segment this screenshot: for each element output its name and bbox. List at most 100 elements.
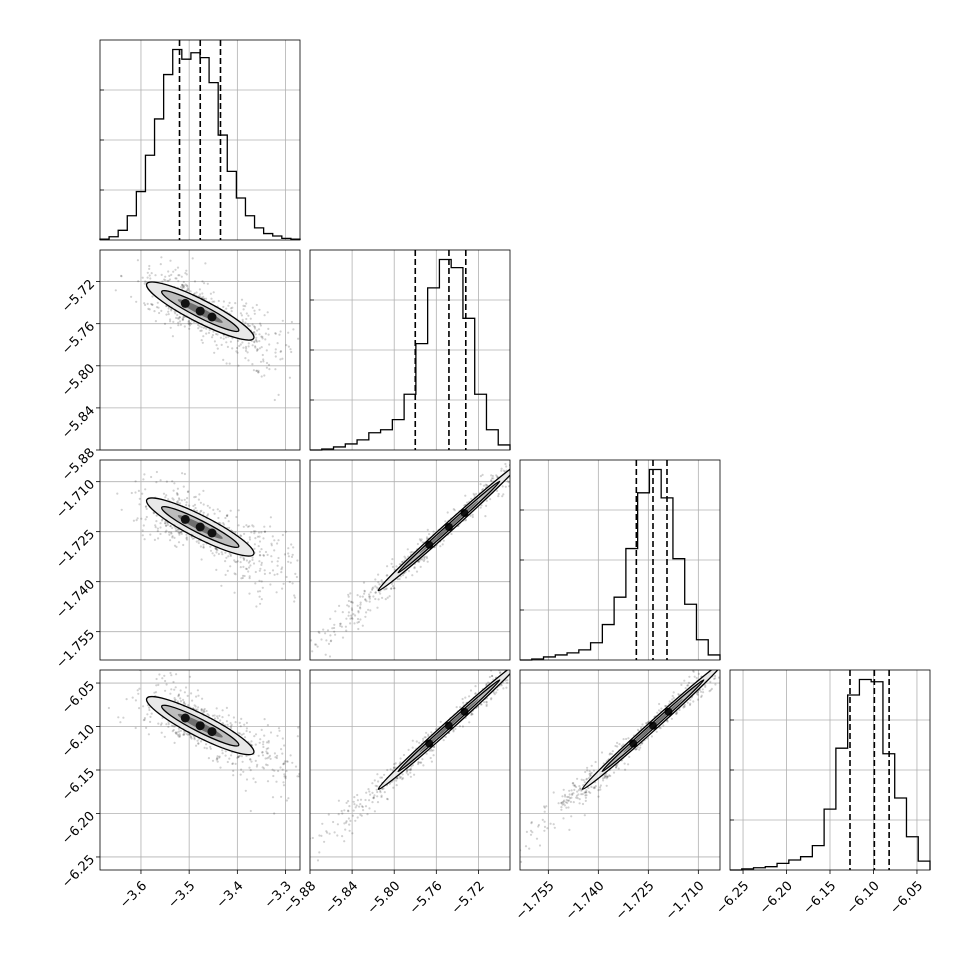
scatter-point	[778, 612, 780, 614]
scatter-point	[641, 345, 643, 347]
scatter-point	[583, 781, 586, 784]
scatter-point	[502, 493, 505, 496]
scatter-point	[289, 754, 292, 757]
scatter-point	[219, 719, 222, 722]
scatter-point	[250, 760, 253, 763]
scatter-point	[239, 556, 242, 559]
scatter-point	[570, 422, 572, 424]
scatter-point	[277, 769, 280, 773]
scatter-point	[172, 270, 175, 273]
scatter-point	[540, 447, 542, 449]
scatter-point	[257, 545, 260, 548]
scatter-point	[571, 793, 574, 797]
scatter-point	[616, 745, 619, 748]
scatter-point	[273, 573, 276, 576]
scatter-point	[198, 493, 201, 496]
scatter-point	[479, 703, 482, 706]
scatter-point	[515, 664, 517, 666]
scatter-point	[125, 698, 128, 701]
scatter-point	[263, 718, 266, 721]
scatter-point	[262, 554, 265, 557]
scatter-point	[506, 480, 509, 483]
scatter-point	[725, 664, 727, 666]
scatter-point	[359, 813, 362, 816]
scatter-point	[135, 300, 138, 303]
scatter-point	[530, 454, 532, 456]
scatter-point	[717, 667, 719, 669]
scatter-point	[264, 757, 267, 760]
scatter-point	[164, 275, 167, 278]
scatter-point	[182, 315, 185, 318]
scatter-point	[242, 732, 245, 736]
scatter-point	[246, 541, 249, 544]
scatter-point	[171, 730, 174, 733]
histogram-panel-1	[309, 249, 511, 451]
density-core	[180, 298, 190, 308]
scatter-point	[709, 680, 712, 684]
scatter-point	[205, 327, 208, 330]
scatter-point	[226, 760, 229, 764]
scatter-point	[713, 677, 716, 681]
scatter-point	[411, 574, 414, 577]
scatter-point	[210, 297, 213, 300]
scatter-point	[670, 308, 672, 310]
scatter-point	[200, 708, 203, 711]
scatter-point	[589, 364, 591, 366]
scatter-point	[616, 375, 618, 377]
scatter-point	[754, 635, 756, 637]
scatter-point	[469, 689, 473, 692]
scatter-point	[469, 514, 472, 517]
scatter-point	[474, 692, 477, 695]
scatter-point	[285, 344, 288, 347]
scatter-point	[160, 309, 163, 312]
scatter-point	[154, 274, 157, 277]
scatter-point	[471, 515, 474, 519]
scatter-point	[287, 552, 290, 555]
scatter-point	[338, 770, 340, 772]
scatter-point	[535, 452, 537, 454]
scatter-point	[252, 777, 255, 780]
scatter-point	[700, 694, 703, 697]
scatter-point	[597, 795, 600, 798]
scatter-point	[182, 318, 185, 321]
scatter-point	[137, 280, 140, 283]
x-tick-label: −5.84	[323, 879, 362, 918]
scatter-point	[608, 753, 611, 756]
contour-line-1	[601, 679, 705, 773]
scatter-point	[193, 736, 196, 740]
scatter-point	[146, 302, 149, 305]
scatter-point	[516, 662, 518, 664]
scatter-point	[468, 721, 471, 724]
scatter-point	[167, 307, 170, 310]
scatter-point	[479, 506, 482, 509]
scatter-point	[624, 359, 626, 361]
scatter-point	[251, 323, 254, 326]
scatter-point	[675, 712, 678, 715]
scatter-point	[515, 464, 517, 466]
scatter-point	[375, 586, 378, 589]
scatter-point	[259, 738, 262, 741]
scatter-point	[587, 776, 591, 780]
scatter-point	[296, 735, 299, 738]
scatter-point	[202, 335, 205, 338]
scatter-point	[174, 698, 177, 701]
scatter-point	[727, 639, 729, 641]
scatter-point	[513, 478, 515, 480]
scatter-point	[529, 833, 533, 836]
scatter-point	[179, 700, 183, 703]
x-tick-label: −5.72	[449, 879, 488, 918]
scatter-point	[550, 414, 552, 416]
scatter-point	[573, 785, 576, 788]
scatter-point	[369, 591, 372, 594]
scatter-point	[157, 306, 160, 309]
scatter-point	[374, 591, 377, 594]
scatter-point	[267, 333, 270, 336]
scatter-point	[605, 777, 609, 780]
scatter-point	[605, 563, 607, 565]
scatter-point	[143, 302, 146, 305]
scatter-point	[150, 272, 153, 275]
scatter-point	[346, 604, 349, 607]
contour-line-1	[160, 704, 240, 747]
scatter-point	[237, 755, 240, 759]
scatter-point	[392, 766, 396, 769]
